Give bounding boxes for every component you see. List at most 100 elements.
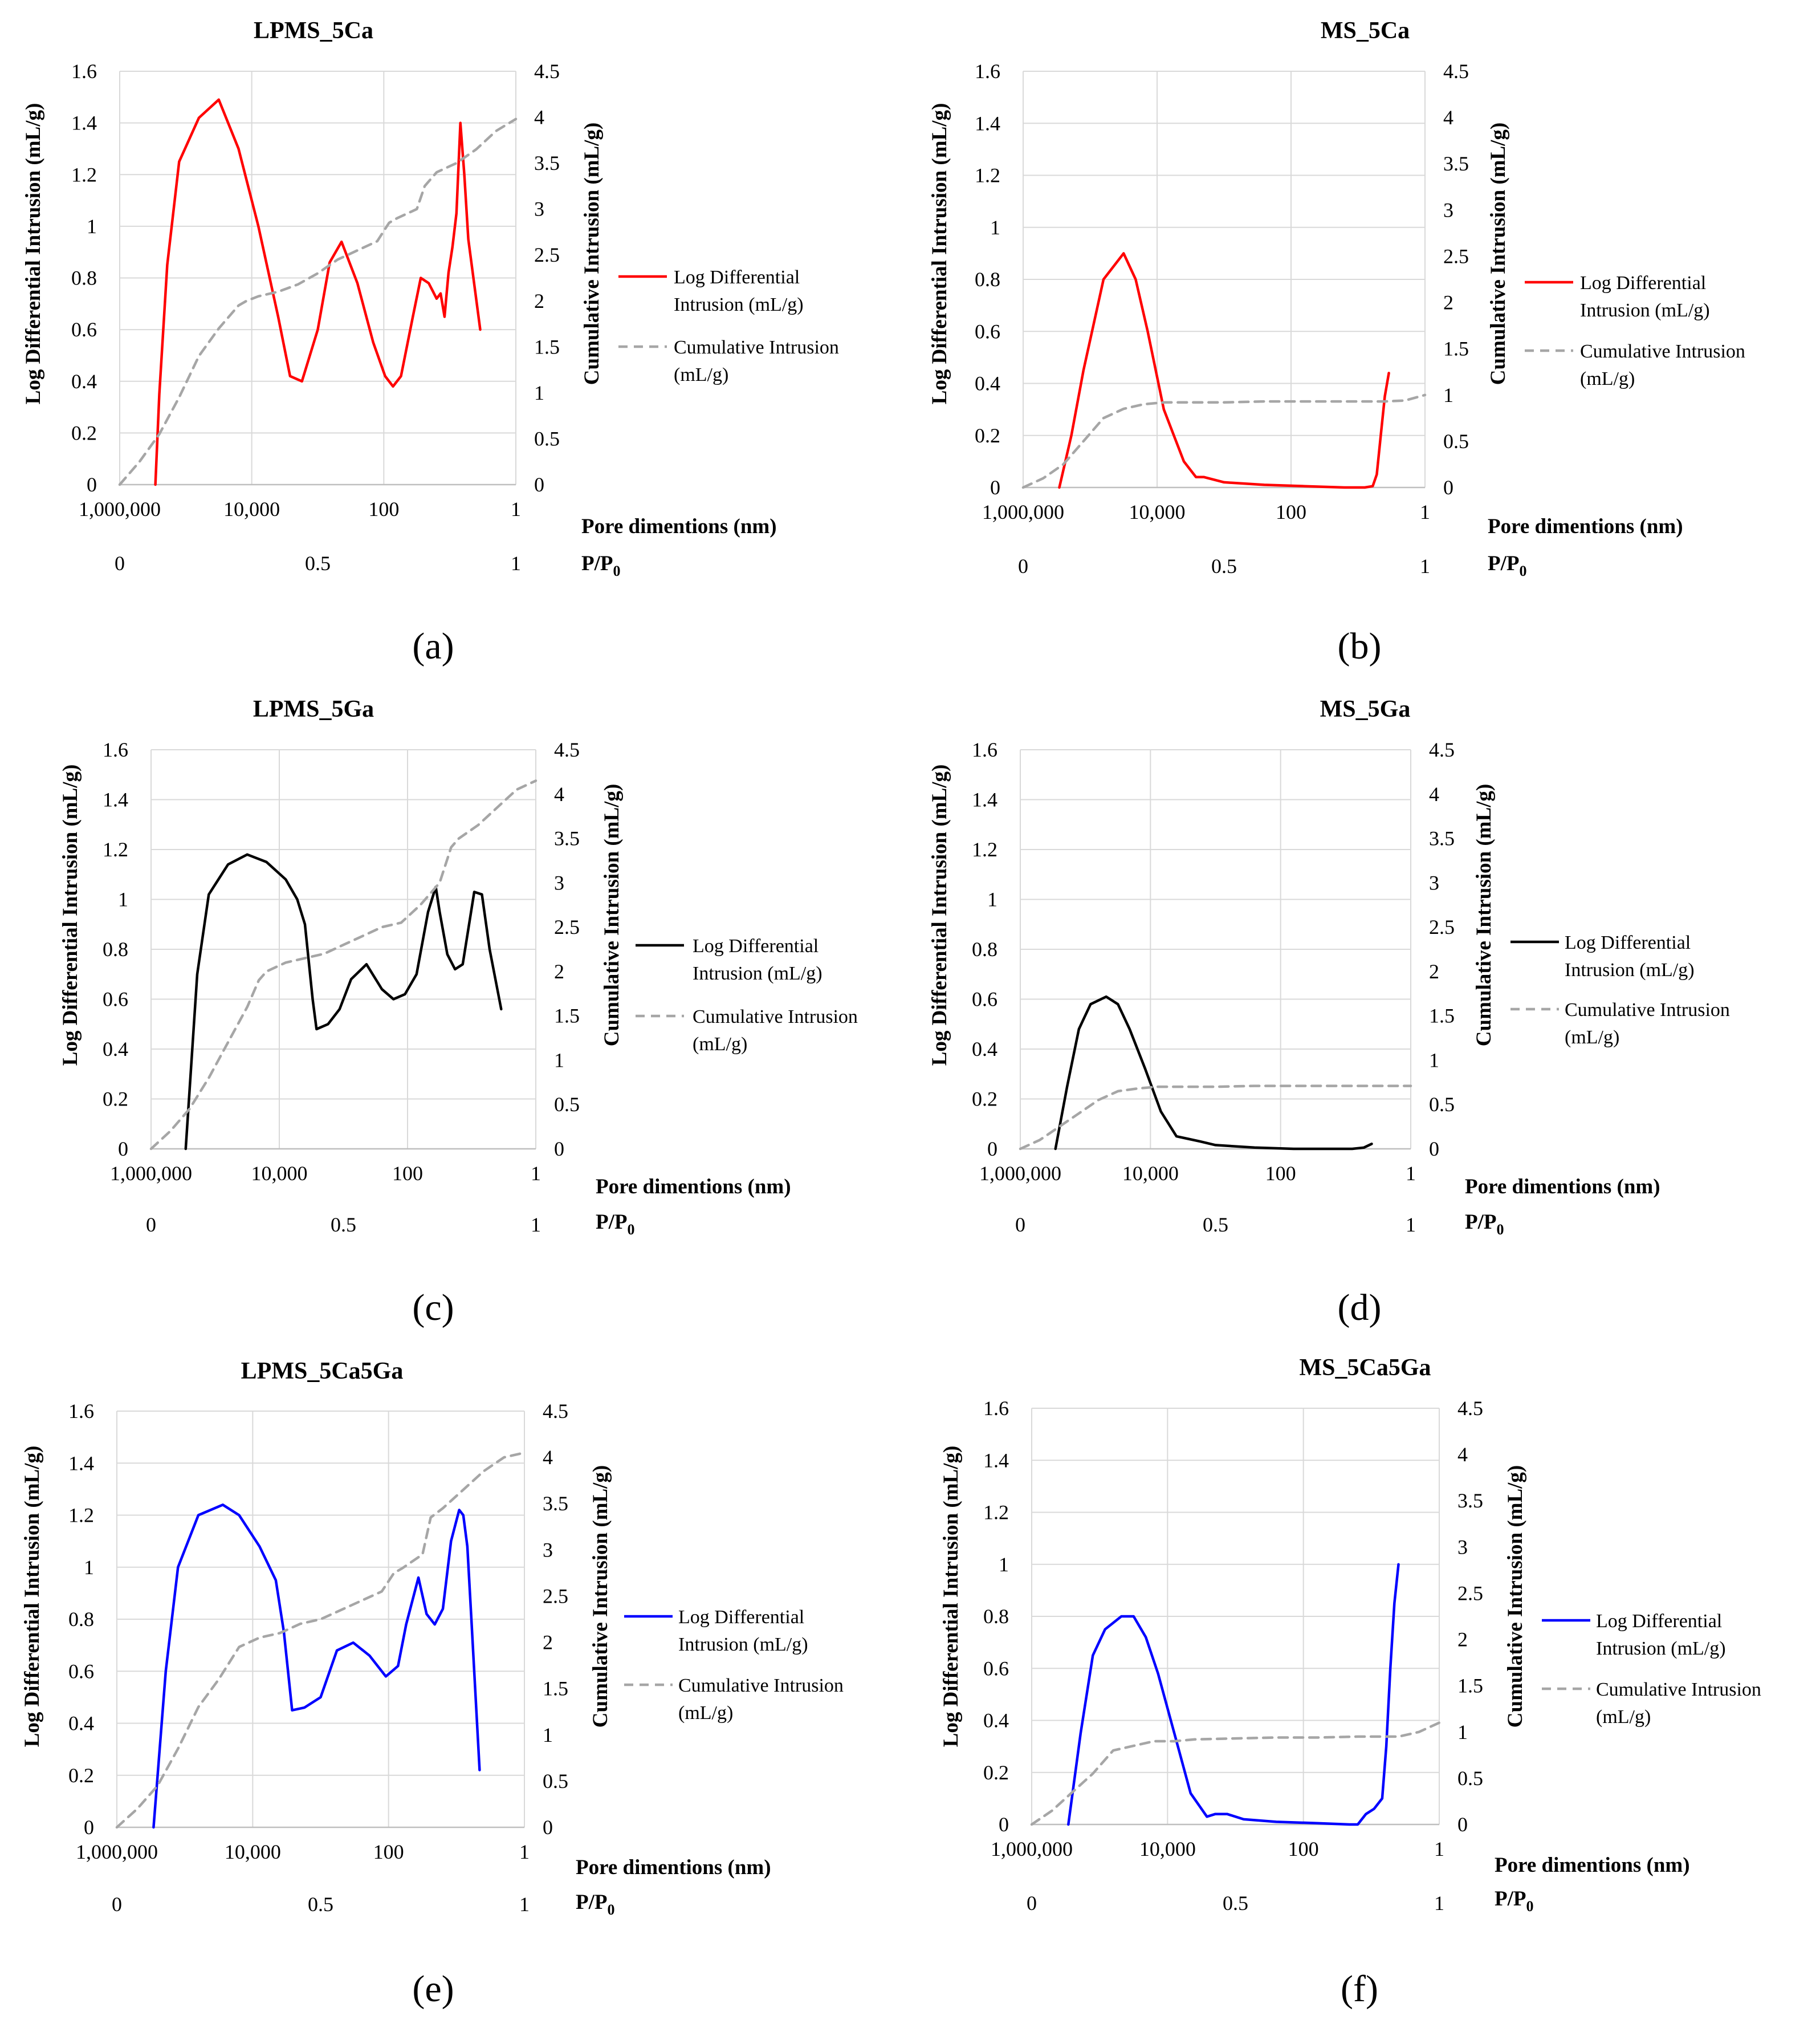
chart-panel-f: MS_5Ca5Ga 00.20.40.60.811.21.41.6 00.511… [939,1355,1761,2010]
y-left-tick-label: 1.2 [975,164,1000,187]
legend-label-cum-line2: (mL/g) [678,1702,733,1724]
legend-label-cum-line2: (mL/g) [1580,368,1635,389]
y-left-tick-label: 0.6 [71,318,97,341]
x-pore-tick-label: 10,000 [1122,1162,1179,1185]
legend-label-cum-line1: Cumulative Intrusion [1596,1679,1761,1700]
y-right-tick-label: 0 [543,1816,553,1839]
series-line-cumulative [115,1451,526,1829]
y-left-tick-label: 0.2 [71,421,97,444]
y-right-tick-label: 0.5 [1429,1093,1455,1116]
series-group [149,779,538,1151]
y-right-tick-label: 1.5 [534,335,560,358]
series-line-cumulative [118,117,518,486]
x-pp-tick-label: 0 [115,552,125,575]
y-right-tick-label: 4.5 [1443,60,1469,83]
y-left-tick-label: 0.2 [972,1088,997,1111]
y-right-tick-label: 2.5 [554,916,580,938]
series-group [1030,1563,1441,1826]
y-left-tick-label: 0.8 [68,1608,94,1631]
y-left-tick-label: 1.6 [972,738,997,761]
y-left-tick-label: 0 [999,1813,1009,1836]
legend-label-log-line2: Intrusion (mL/g) [1580,300,1710,321]
y-right-tick-label: 1 [554,1048,564,1071]
x-pp-tick-label: 1 [1420,555,1430,578]
y-right-tick-label: 4 [534,106,544,129]
chart-panel-d: MS_5Ga 00.20.40.60.811.21.41.6 00.511.52… [928,696,1730,1328]
right-axis-ticks: 0 0.5 1 1.5 2 2.5 3 3.5 4 4.5 [1457,1397,1483,1836]
y-left-tick-label: 0.2 [68,1764,94,1787]
y-left-tick-label: 1.6 [983,1397,1009,1420]
panel-label: (f) [1341,1968,1378,2010]
x-pore-tick-label: 100 [1265,1162,1296,1185]
panel-label: (a) [412,625,454,667]
y-left-tick-label: 1.4 [103,789,128,811]
y-right-tick-label: 3.5 [534,152,560,174]
y-right-tick-label: 0.5 [554,1093,580,1116]
legend-label-cum-line1: Cumulative Intrusion [693,1006,858,1027]
x-axis-label-pp: P/P0 [1465,1210,1504,1238]
y-left-axis-label: Log Differential Intrusion (mL/g) [939,1446,963,1747]
grid [1020,749,1411,1150]
y-right-tick-label: 3 [1443,198,1453,221]
y-left-tick-label: 0 [987,1137,997,1160]
x-pore-tick-label: 1 [1434,1838,1444,1860]
y-right-tick-label: 1 [1429,1048,1439,1071]
y-left-tick-label: 0.2 [975,424,1000,447]
y-right-tick-label: 3 [534,198,544,221]
y-right-tick-label: 3 [543,1538,553,1561]
y-left-tick-label: 1.4 [972,789,997,811]
x-pore-tick-label: 1,000,000 [76,1840,158,1863]
y-left-tick-label: 0 [84,1816,94,1839]
x-pp-tick-label: 0 [1027,1892,1037,1915]
y-left-tick-label: 1.2 [103,838,128,861]
legend-label-cum-line2: (mL/g) [693,1034,747,1055]
chart-title: LPMS_5Ca [254,18,373,44]
y-left-tick-label: 1.6 [975,60,1000,83]
legend: Log Differential Intrusion (mL/g) Cumula… [618,267,839,385]
y-right-tick-label: 0.5 [543,1770,568,1793]
y-right-tick-label: 2 [1443,291,1453,314]
legend-label-log-line2: Intrusion (mL/g) [674,294,804,315]
legend-label-cum-line2: (mL/g) [1596,1706,1651,1728]
series-line-log-differential [1054,995,1373,1151]
series-line-cumulative [1019,1084,1412,1151]
x-pore-tick-label: 1 [1420,501,1430,523]
grid [1023,71,1426,489]
pp-axis-ticks: 0 0.5 1 [146,1213,541,1236]
y-left-tick-label: 0.4 [68,1712,94,1735]
x-pp-tick-label: 1 [519,1893,530,1916]
y-right-tick-label: 4 [1457,1443,1468,1466]
grid [1031,1408,1440,1826]
y-right-tick-label: 2.5 [543,1584,568,1607]
y-right-tick-label: 2.5 [1457,1582,1483,1604]
chart-panel-b: MS_5Ca 00.20.40.60.811.21.41.6 00.511.52… [928,18,1745,667]
y-right-tick-label: 3 [1457,1535,1468,1558]
y-left-tick-label: 1.6 [103,738,128,761]
left-axis-ticks: 0 0.2 0.4 0.6 0.8 1 1.2 1.4 1.6 [71,60,97,496]
y-right-tick-label: 4.5 [534,60,560,83]
x-pp-tick-label: 0.5 [1203,1213,1228,1236]
x-pore-tick-label: 100 [1276,501,1306,523]
y-left-axis-label: Log Differential Intrusion (mL/g) [928,103,951,405]
y-right-tick-label: 1 [1457,1721,1468,1743]
y-right-tick-label: 0 [554,1137,564,1160]
y-right-axis-label: Cumulative Intrusion (mL/g) [1487,123,1510,385]
legend-label-log-line1: Log Differential [1565,932,1691,953]
panel-label: (b) [1338,625,1382,667]
y-left-tick-label: 0.8 [71,267,97,290]
x-pore-tick-label: 10,000 [225,1840,281,1863]
y-left-tick-label: 1.6 [71,60,97,83]
x-pore-tick-label: 100 [368,498,399,521]
series-line-log-differential [184,853,503,1151]
x-pore-tick-label: 1 [519,1840,530,1863]
y-right-tick-label: 1.5 [1457,1675,1483,1697]
x-pore-tick-label: 1 [1406,1162,1416,1185]
y-left-tick-label: 0.2 [103,1088,128,1111]
legend: Log Differential Intrusion (mL/g) Cumula… [636,936,858,1055]
panel-label: (c) [412,1287,454,1328]
left-axis-ticks: 0 0.2 0.4 0.6 0.8 1 1.2 1.4 1.6 [983,1397,1009,1836]
y-right-tick-label: 4 [1429,783,1439,806]
x-axis-label-pore: Pore dimentions (nm) [1495,1854,1690,1877]
pore-axis-ticks: 1,000,000 10,000 100 1 [76,1840,530,1863]
